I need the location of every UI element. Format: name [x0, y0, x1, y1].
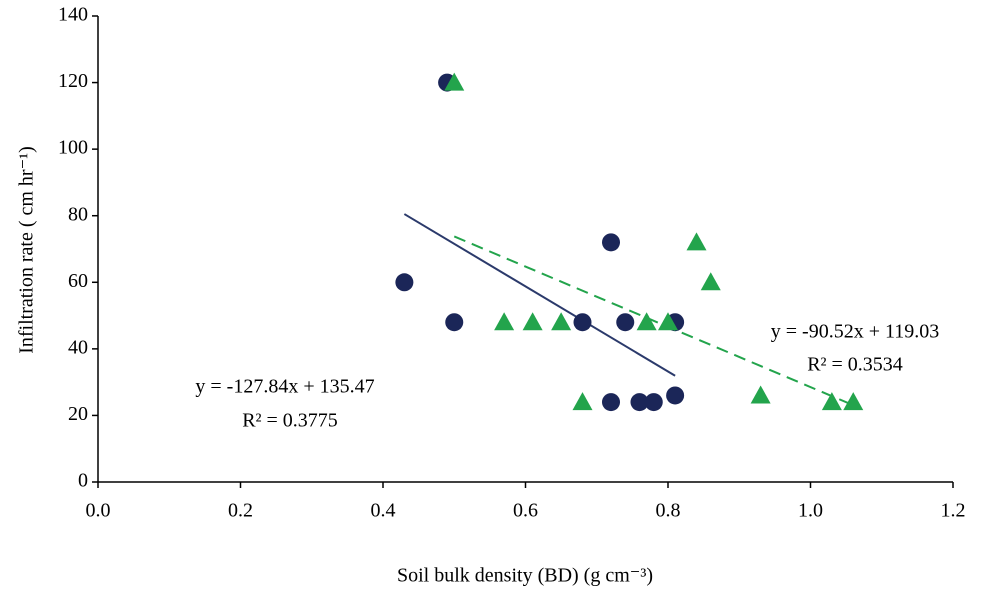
point — [658, 312, 678, 331]
point — [522, 312, 543, 331]
point — [843, 392, 864, 411]
y-tick-label: 100 — [58, 137, 88, 159]
point — [573, 313, 592, 332]
point — [821, 392, 842, 411]
x-tick-label: 1.2 — [941, 500, 966, 522]
y-axis-title: Infiltration rate ( cm hr⁻¹) — [16, 146, 38, 354]
trend-equation: y = -90.52x + 119.03 — [771, 321, 939, 343]
point — [630, 393, 649, 412]
x-tick-label: 0.4 — [371, 500, 396, 522]
point — [636, 312, 657, 331]
x-tick-label: 0.6 — [513, 500, 538, 522]
point — [666, 386, 685, 405]
point — [572, 392, 593, 411]
y-tick-label: 40 — [68, 336, 88, 358]
point — [602, 393, 620, 412]
point — [445, 313, 464, 332]
y-tick-label: 120 — [58, 70, 88, 92]
point — [395, 273, 414, 292]
point — [686, 232, 707, 251]
trend-r2: R² = 0.3534 — [807, 354, 903, 376]
point — [551, 312, 572, 331]
point — [602, 233, 620, 252]
point — [750, 385, 771, 404]
trend-line — [453, 235, 854, 407]
point — [444, 72, 465, 91]
x-tick-label: 0.8 — [656, 500, 681, 522]
point — [700, 272, 721, 291]
x-tick-label: 1.0 — [798, 500, 823, 522]
x-tick-label: 0.2 — [228, 500, 253, 522]
y-tick-label: 0 — [78, 470, 88, 492]
x-axis-title: Soil bulk density (BD) (g cm⁻³) — [397, 565, 653, 587]
point — [616, 313, 635, 332]
point — [494, 312, 515, 331]
y-tick-label: 60 — [68, 270, 88, 292]
trend-equation: y = -127.84x + 135.47 — [195, 376, 374, 398]
y-tick-label: 20 — [68, 403, 88, 425]
y-tick-label: 80 — [68, 203, 88, 225]
trend-r2: R² = 0.3775 — [242, 410, 338, 432]
y-tick-label: 140 — [58, 4, 88, 26]
point — [644, 393, 663, 412]
x-tick-label: 0.0 — [86, 500, 111, 522]
trend-line — [403, 213, 676, 377]
